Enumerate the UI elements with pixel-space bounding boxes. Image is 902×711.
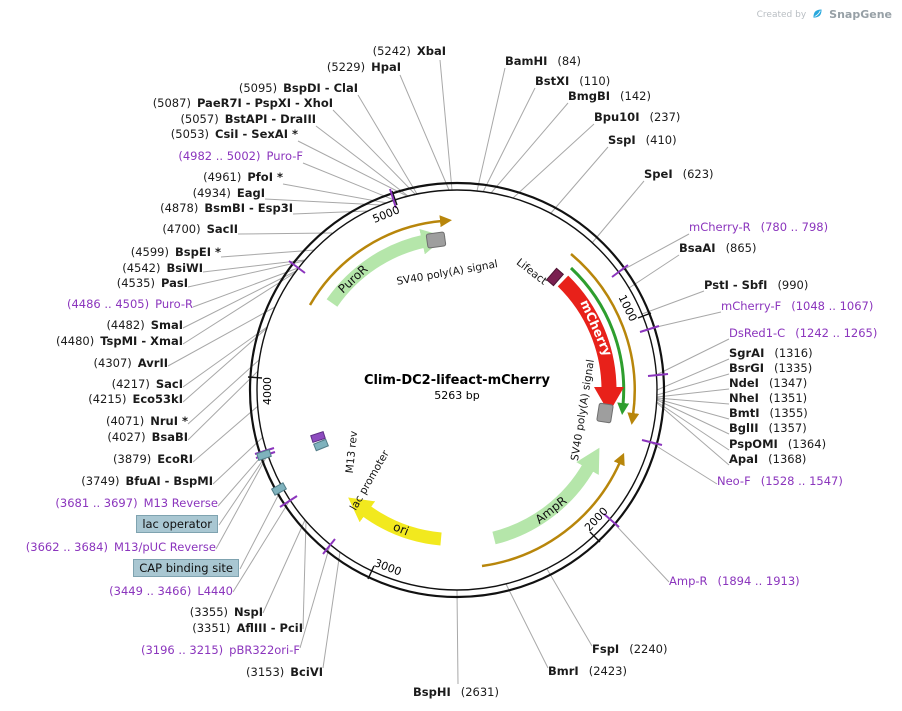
primer-label[interactable]: mCherry-F (1048 .. 1067) (721, 299, 874, 313)
enzyme-site-label[interactable]: PspOMI (1364) (729, 437, 827, 451)
feature-arrow-ampr[interactable] (492, 447, 600, 545)
lac-operator-label[interactable]: lac operator (136, 515, 218, 533)
enzyme-site-label[interactable]: BsrGI (1335) (729, 361, 813, 375)
lifeact-box[interactable] (545, 267, 565, 287)
enzyme-site-label[interactable]: BsaAI (865) (679, 241, 757, 255)
feature-arrow-mcherry[interactable] (557, 275, 624, 413)
scale-label-3000: 3000 (372, 556, 403, 578)
enzyme-site-label[interactable]: (4480) TspMI - XmaI (55, 334, 183, 348)
credit-prefix: Created by (756, 9, 807, 20)
enzyme-site-label[interactable]: (4878) BsmBI - Esp3I (160, 201, 293, 215)
enzyme-site-label[interactable]: (4215) Eco53kI (88, 392, 183, 406)
enzyme-site-label[interactable]: Bpu10I (237) (594, 110, 681, 124)
orf-arc-green-mcherry (569, 266, 630, 415)
enzyme-site-label[interactable]: BstXI (110) (535, 74, 611, 88)
enzyme-site-label[interactable]: (5057) BstAPI - DraIII (180, 112, 316, 126)
enzyme-site-label[interactable]: (4307) AvrII (93, 356, 168, 370)
enzyme-site-label[interactable]: (4071) NruI * (105, 414, 188, 428)
primer-label[interactable]: Amp-R (1894 .. 1913) (669, 574, 800, 588)
leader-lines (167, 59, 730, 685)
plasmid-name: Clim-DC2-lifeact-mCherry (363, 373, 551, 388)
enzyme-site-label[interactable]: (5095) BspDI - ClaI (238, 81, 358, 95)
cap-binding-site-box[interactable] (270, 482, 288, 496)
enzyme-site-label[interactable]: BamHI (84) (505, 54, 582, 68)
primer-label[interactable]: (4982 .. 5002) Puro-F (178, 149, 303, 163)
enzyme-site-label[interactable]: BmtI (1355) (729, 406, 808, 420)
enzyme-site-label[interactable]: SpeI (623) (644, 167, 714, 181)
enzyme-site-label[interactable]: NdeI (1347) (729, 376, 808, 390)
primer-label[interactable]: (3196 .. 3215) pBR322ori-F (141, 643, 300, 657)
cap-binding-site-label[interactable]: CAP binding site (133, 559, 239, 577)
scale-label-5000: 5000 (371, 203, 402, 226)
feature-label-ori[interactable]: ori (391, 520, 411, 539)
enzyme-site-label[interactable]: (5053) CsiI - SexAI * (170, 127, 298, 141)
snapgene-logo-icon (811, 5, 824, 24)
plasmid-title-block: Clim-DC2-lifeact-mCherry 5263 bp (337, 372, 577, 403)
enzyme-site-label[interactable]: (4961) PfoI * (203, 170, 283, 184)
snapgene-credit: Created by SnapGene (757, 5, 892, 24)
primer-label[interactable]: mCherry-R (780 .. 798) (689, 220, 829, 234)
enzyme-site-label[interactable]: FspI (2240) (592, 642, 668, 656)
feature-label-ampr[interactable]: AmpR (533, 493, 570, 526)
orf-arc-top-left (308, 215, 452, 306)
enzyme-site-label[interactable]: (3355) NspI (189, 605, 263, 619)
enzyme-site-label[interactable]: SgrAI (1316) (729, 346, 813, 360)
enzyme-site-label[interactable]: (3879) EcoRI (113, 452, 193, 466)
primer-label[interactable]: Neo-F (1528 .. 1547) (717, 474, 843, 488)
enzyme-site-label[interactable]: PstI - SbfI (990) (704, 278, 809, 292)
orf-arc-bottom-right (481, 452, 625, 568)
enzyme-site-label[interactable]: (4482) SmaI (106, 318, 183, 332)
enzyme-site-label[interactable]: (5242) XbaI (372, 44, 446, 58)
sv40-polya-box-top[interactable] (425, 231, 447, 249)
feature-label-m13-rev[interactable]: M13 rev (344, 430, 360, 474)
lac-promoter-box[interactable] (313, 438, 329, 452)
enzyme-site-label[interactable]: ApaI (1368) (729, 452, 807, 466)
scale-label-2000: 2000 (582, 505, 611, 534)
credit-brand: SnapGene (829, 8, 892, 21)
feature-label-lifeact[interactable]: Lifeact (514, 256, 549, 287)
enzyme-site-label[interactable]: (3749) BfuAI - BspMI (81, 474, 213, 488)
enzyme-site-label[interactable]: (4599) BspEI * (130, 245, 221, 259)
enzyme-site-label[interactable]: BmrI (2423) (548, 664, 627, 678)
m13-rev-box[interactable] (310, 431, 326, 443)
enzyme-site-label[interactable]: (4700) SacII (162, 222, 238, 236)
enzyme-site-label[interactable]: (5087) PaeR7I - PspXI - XhoI (152, 96, 333, 110)
sv40-polya-box-right[interactable] (596, 402, 614, 424)
enzyme-site-label[interactable]: BspHI (2631) (413, 685, 499, 699)
feature-arrow-puror[interactable] (326, 228, 446, 307)
enzyme-site-label[interactable]: (4217) SacI (111, 377, 183, 391)
primer-label[interactable]: (3681 .. 3697) M13 Reverse (55, 496, 218, 510)
enzyme-site-label[interactable]: (4934) EagI (192, 186, 265, 200)
primer-label[interactable]: (3662 .. 3684) M13/pUC Reverse (25, 540, 216, 554)
enzyme-site-label[interactable]: NheI (1351) (729, 391, 808, 405)
orf-arc-right (570, 253, 640, 425)
scale-label-4000: 4000 (261, 377, 274, 405)
enzyme-site-label[interactable]: (4535) PasI (116, 276, 188, 290)
plasmid-size: 5263 bp (434, 389, 480, 402)
primer-label[interactable]: DsRed1-C (1242 .. 1265) (729, 326, 878, 340)
primer-label[interactable]: (3449 .. 3466) L4440 (109, 584, 233, 598)
enzyme-site-label[interactable]: (4027) BsaBI (107, 430, 188, 444)
scale-ticks (247, 190, 652, 580)
backbone-outer-ring (248, 181, 666, 599)
backbone-inner-ring (256, 189, 658, 591)
feature-label-sv40-top[interactable]: SV40 poly(A) signal (396, 258, 499, 288)
enzyme-site-label[interactable]: SspI (410) (608, 133, 677, 147)
enzyme-site-label[interactable]: BglII (1357) (729, 421, 807, 435)
enzyme-site-label[interactable]: (3153) BciVI (246, 665, 323, 679)
lac-operator-box[interactable] (256, 449, 272, 461)
feature-arrow-ori[interactable] (348, 497, 442, 546)
enzyme-site-label[interactable]: (4542) BsiWI (122, 261, 203, 275)
enzyme-site-label[interactable]: BmgBI (142) (568, 89, 651, 103)
enzyme-site-label[interactable]: (5229) HpaI (326, 60, 401, 74)
enzyme-site-label[interactable]: (3351) AflIII - PciI (192, 621, 303, 635)
primer-label[interactable]: (4486 .. 4505) Puro-R (66, 297, 193, 311)
